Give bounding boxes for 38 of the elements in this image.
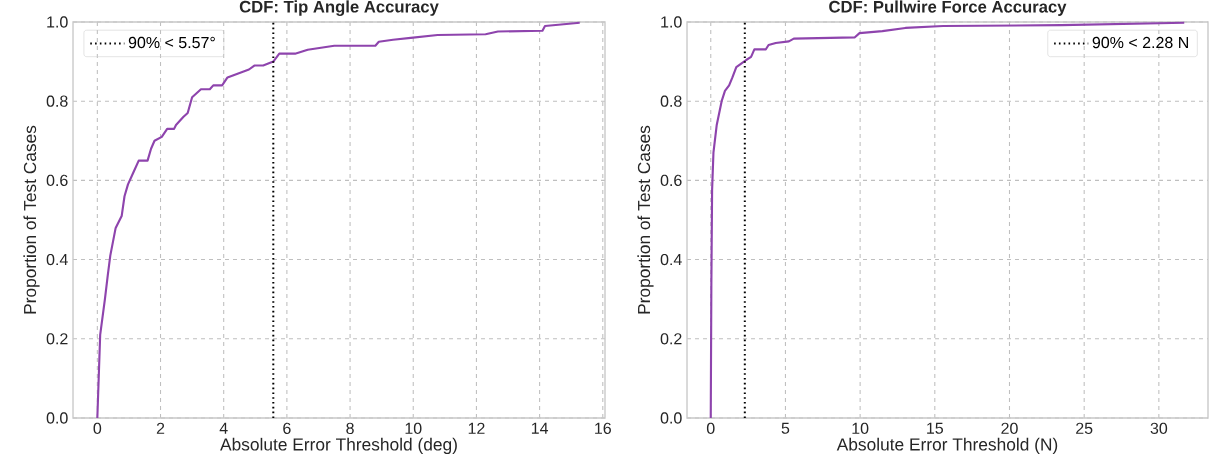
y-tick-label: 0.2	[660, 333, 682, 345]
ref-line-label: 90% < 5.57°	[128, 36, 215, 49]
y-tick-label: 0.2	[46, 333, 68, 345]
y-tick-label: 0.0	[660, 412, 682, 424]
y-axis-title: Proportion of Test Cases	[23, 125, 40, 314]
y-tick-label: 0.6	[46, 174, 68, 187]
chart-title: CDF: Tip Angle Accuracy	[239, 0, 439, 16]
x-tick-label: 30	[1150, 422, 1168, 435]
chart-title: CDF: Pullwire Force Accuracy	[829, 0, 1067, 16]
x-tick-label: 14	[531, 422, 549, 434]
x-tick-label: 8	[346, 422, 354, 435]
x-axis-title: Absolute Error Threshold (deg)	[220, 437, 457, 454]
y-tick-label: 0.8	[660, 95, 682, 107]
x-tick-label: 6	[283, 422, 291, 435]
x-tick-label: 10	[405, 422, 422, 435]
x-tick-label: 0	[93, 422, 102, 435]
x-tick-label: 15	[927, 422, 944, 434]
x-tick-label: 2	[156, 422, 165, 434]
x-tick-label: 25	[1076, 422, 1093, 435]
x-tick-label: 12	[468, 422, 485, 434]
x-axis-title: Absolute Error Threshold (N)	[836, 437, 1058, 454]
x-tick-label: 20	[1001, 422, 1018, 435]
x-tick-label: 4	[219, 422, 228, 434]
ref-line-label: 90% < 2.28 N	[1092, 36, 1188, 49]
y-tick-label: 0.6	[660, 174, 682, 187]
y-tick-label: 1.0	[47, 16, 68, 28]
y-tick-label: 0.0	[46, 412, 68, 424]
x-tick-label: 0	[706, 422, 715, 435]
y-tick-label: 0.4	[660, 253, 682, 266]
line-series	[709, 21, 1186, 420]
line-series	[96, 21, 581, 420]
y-tick-label: 0.4	[46, 253, 68, 266]
x-tick-label: 5	[781, 422, 790, 434]
y-axis-title: Proportion of Test Cases	[637, 125, 654, 314]
x-tick-label: 10	[852, 422, 869, 435]
x-tick-label: 16	[595, 422, 611, 435]
y-tick-label: 1.0	[661, 16, 682, 28]
y-tick-label: 0.8	[46, 95, 68, 107]
